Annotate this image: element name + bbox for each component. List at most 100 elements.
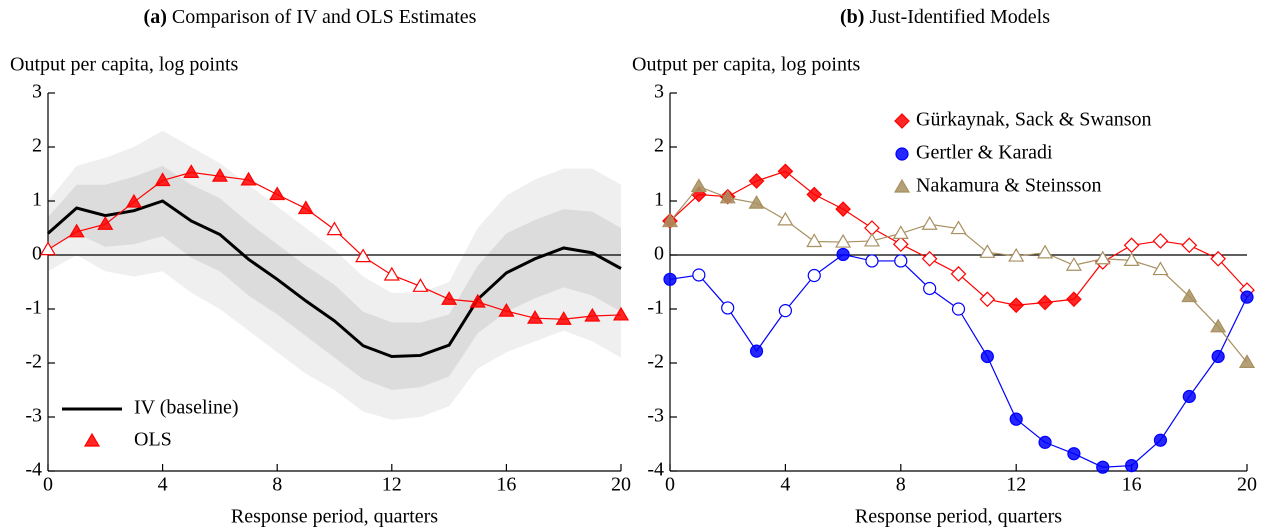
- y-axis-label: Output per capita, log points: [632, 54, 861, 76]
- data-point: [125, 193, 142, 208]
- y-tick-label: 2: [32, 135, 42, 157]
- data-point: [240, 171, 257, 186]
- x-tick-label: 16: [1122, 474, 1142, 496]
- data-point: [1037, 244, 1054, 259]
- y-tick-label: 0: [32, 243, 42, 265]
- data-point: [1123, 237, 1140, 254]
- panel-title: (a) Comparison of IV and OLS Estimates: [144, 6, 477, 28]
- legend-label: Gertler & Karadi: [916, 142, 1053, 164]
- data-point: [835, 233, 852, 248]
- data-point: [921, 250, 938, 267]
- panel-label: (a): [144, 6, 167, 28]
- data-point: [835, 201, 851, 217]
- legend-marker: [895, 147, 909, 161]
- x-tick-label: 0: [43, 474, 53, 496]
- data-point: [806, 233, 823, 248]
- series-line: [47, 199, 622, 359]
- x-tick-label: 4: [780, 474, 790, 496]
- data-point: [1124, 459, 1139, 473]
- panel-title: (b) Just-Identified Models: [840, 6, 1050, 28]
- data-point: [183, 164, 200, 178]
- data-point: [441, 291, 458, 305]
- data-point: [778, 304, 793, 318]
- x-tick-label: 20: [611, 474, 631, 496]
- data-point: [950, 220, 967, 235]
- data-point: [894, 254, 908, 268]
- data-point: [1008, 247, 1025, 262]
- data-point: [1211, 349, 1225, 364]
- data-point: [269, 186, 286, 201]
- data-point: [951, 302, 966, 316]
- legend-marker: [83, 432, 101, 447]
- data-point: [863, 232, 880, 247]
- data-point: [584, 307, 601, 322]
- x-tick-label: 12: [382, 474, 402, 496]
- x-tick-label: 20: [1237, 474, 1257, 496]
- data-point: [748, 194, 765, 209]
- legend-label: Nakamura & Steinsson: [916, 175, 1102, 197]
- y-axis-label: Output per capita, log points: [10, 54, 239, 76]
- y-tick-label: -3: [647, 405, 664, 427]
- legend-label: Gürkaynak, Sack & Swanson: [916, 109, 1152, 131]
- data-point: [921, 216, 938, 230]
- data-point: [154, 172, 171, 187]
- data-point: [1153, 433, 1168, 447]
- data-point: [980, 349, 994, 364]
- x-tick-label: 0: [665, 474, 675, 496]
- panel-label: (b): [840, 6, 864, 28]
- data-point: [1038, 435, 1052, 449]
- legend-marker: [893, 178, 911, 193]
- title-text: Just-Identified Models: [869, 6, 1050, 28]
- data-point: [39, 241, 57, 256]
- data-point: [1182, 389, 1196, 404]
- data-point: [865, 254, 879, 268]
- data-point: [663, 272, 677, 286]
- x-tick-label: 4: [158, 474, 168, 496]
- data-point: [892, 236, 909, 253]
- data-point: [719, 189, 736, 204]
- data-point: [892, 225, 909, 239]
- y-tick-label: 3: [32, 81, 42, 103]
- x-tick-label: 8: [896, 474, 906, 496]
- x-tick-label: 8: [272, 474, 282, 496]
- x-axis-label: Response period, quarters: [231, 506, 438, 528]
- data-point: [1210, 318, 1227, 333]
- data-point: [555, 311, 572, 325]
- y-tick-label: -1: [25, 297, 42, 319]
- y-tick-label: 1: [654, 189, 664, 211]
- data-point: [527, 309, 544, 324]
- data-point: [1152, 233, 1169, 249]
- data-point: [412, 278, 429, 292]
- data-point: [355, 248, 372, 263]
- data-point: [836, 247, 850, 262]
- x-axis-label: Response period, quarters: [855, 506, 1062, 528]
- data-point: [661, 213, 679, 228]
- data-point: [383, 266, 400, 281]
- x-tick-label: 16: [496, 474, 516, 496]
- data-point: [1238, 354, 1256, 369]
- data-point: [1181, 288, 1198, 303]
- data-point: [979, 291, 996, 308]
- data-point: [690, 178, 707, 193]
- y-tick-label: -2: [25, 351, 42, 373]
- y-tick-label: -1: [647, 297, 664, 319]
- data-point: [97, 216, 114, 230]
- y-tick-label: 3: [654, 81, 664, 103]
- data-point: [777, 211, 794, 226]
- data-point: [1240, 290, 1254, 304]
- data-point: [950, 266, 967, 282]
- y-tick-label: 0: [654, 243, 664, 265]
- data-point: [749, 344, 764, 358]
- data-point: [1067, 447, 1081, 461]
- data-point: [923, 281, 937, 296]
- legend-label: OLS: [134, 429, 172, 451]
- data-point: [498, 302, 515, 317]
- x-tick-label: 12: [1006, 474, 1026, 496]
- data-point: [806, 186, 823, 203]
- legend-label: IV (baseline): [134, 397, 239, 419]
- data-point: [211, 167, 228, 182]
- data-point: [1096, 460, 1110, 474]
- data-point: [1094, 250, 1111, 265]
- y-tick-label: -3: [25, 405, 42, 427]
